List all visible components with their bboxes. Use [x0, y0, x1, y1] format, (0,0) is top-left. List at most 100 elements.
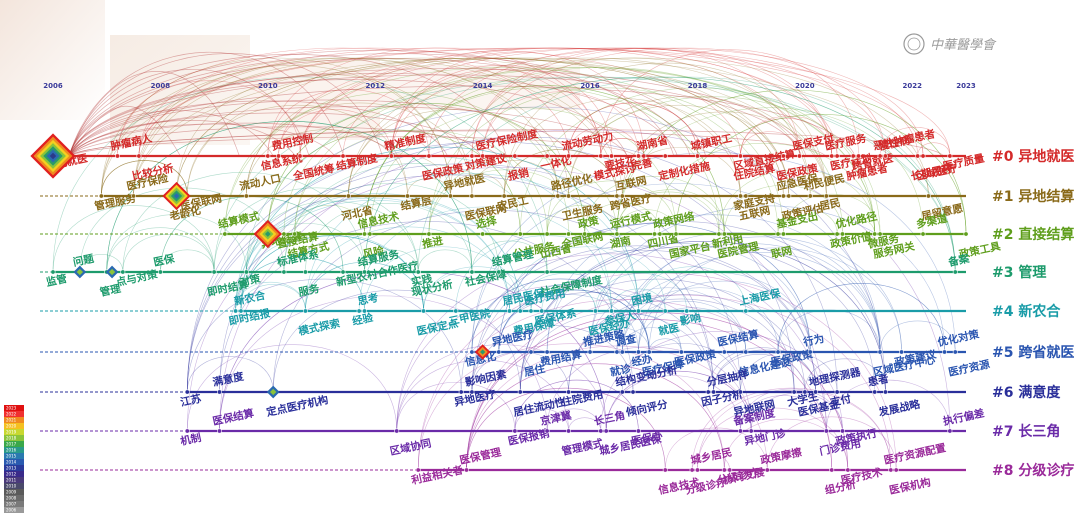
link-arc: [68, 110, 274, 157]
link-arc: [568, 298, 795, 393]
keyword-node: [802, 389, 808, 395]
keyword-node: [635, 428, 641, 434]
keyword-node: [775, 231, 781, 237]
link-arc: [471, 221, 886, 393]
keyword-node: [947, 428, 953, 434]
keyword-node: [469, 349, 475, 355]
link-arc: [186, 106, 886, 393]
link-arc: [546, 214, 881, 353]
keyword-node: [361, 269, 367, 275]
link-arc: [342, 47, 886, 157]
link-arc: [503, 149, 618, 197]
link-arc: [568, 417, 602, 432]
keyword-node: [797, 153, 803, 159]
link-arc: [186, 174, 714, 393]
link-arc: [611, 288, 666, 312]
keyword-node: [233, 308, 239, 314]
keyword-label: 经办: [630, 352, 654, 369]
keyword-node: [404, 193, 410, 199]
burst-node: [49, 152, 57, 160]
keyword-node: [807, 349, 813, 355]
link-arc: [589, 327, 650, 353]
background-panel: [0, 0, 105, 120]
link-arc: [68, 130, 827, 157]
year-tick: 2012: [365, 82, 385, 90]
keyword-node: [619, 193, 625, 199]
keyword-node: [839, 428, 845, 434]
link-arc: [176, 57, 784, 197]
keyword-node: [292, 231, 298, 237]
year-tick: 2016: [580, 82, 600, 90]
link-arc: [519, 245, 875, 393]
keyword-node: [694, 467, 700, 473]
legend-swatch: [4, 507, 24, 513]
legend-year: 2019: [6, 430, 17, 435]
link-arc: [391, 64, 612, 157]
link-arc: [621, 327, 682, 353]
link-arc: [407, 177, 451, 197]
keyword-node: [50, 269, 56, 275]
keyword-label: 选择: [475, 214, 499, 231]
link-arc: [460, 245, 816, 393]
link-arc: [186, 141, 795, 393]
link-arc: [138, 47, 924, 157]
legend-swatch: [4, 423, 24, 429]
keyword-node: [791, 389, 797, 395]
year-tick: 2020: [795, 82, 815, 90]
link-arc: [68, 71, 240, 157]
year-tick: 2010: [258, 82, 278, 90]
legend-swatch: [4, 489, 24, 495]
link-arc: [106, 121, 473, 273]
legend-year: 2021: [6, 418, 17, 423]
keyword-node: [361, 231, 367, 237]
legend-swatch: [4, 429, 24, 435]
keyword-node: [544, 231, 550, 237]
keyword-node: [646, 349, 652, 355]
keyword-node: [780, 231, 786, 237]
cluster-label: #5 跨省就医: [992, 344, 1074, 361]
link-arc: [278, 109, 392, 157]
legend-year: 2020: [6, 424, 17, 429]
keyword-node: [265, 153, 271, 159]
link-arc: [428, 87, 784, 235]
keyword-node: [501, 193, 507, 199]
link-arc: [568, 102, 698, 157]
link-arc: [299, 47, 800, 157]
keyword-node: [361, 308, 367, 314]
legend-swatch: [4, 435, 24, 441]
keyword-node: [813, 389, 819, 395]
link-arc: [133, 64, 451, 197]
keyword-node: [716, 231, 722, 237]
link-arc: [783, 194, 881, 235]
link-arc: [235, 257, 365, 312]
keyword-node: [555, 193, 561, 199]
link-arc: [616, 89, 967, 235]
link-arc: [391, 47, 924, 157]
legend-year: 2016: [6, 448, 17, 453]
keyword-node: [743, 349, 749, 355]
burst-node: [480, 349, 486, 355]
link-arc: [417, 343, 725, 471]
link-arc: [299, 47, 918, 157]
link-arc: [724, 184, 843, 235]
link-arc: [68, 51, 344, 157]
keyword-node: [920, 231, 926, 237]
link-arc: [68, 129, 945, 157]
link-arc: [299, 47, 833, 157]
keyword-node: [598, 153, 604, 159]
burst-node: [173, 193, 180, 199]
link-arc: [514, 408, 569, 432]
legend-swatch: [4, 447, 24, 453]
keyword-node: [302, 308, 308, 314]
keyword-node: [453, 308, 459, 314]
link-arc: [471, 152, 956, 353]
keyword-label: 报销: [507, 166, 531, 183]
link-arc: [138, 47, 741, 157]
cluster-label: #1 异地结算: [992, 188, 1074, 205]
link-arc: [766, 416, 897, 471]
keyword-node: [823, 193, 829, 199]
link-arc: [364, 249, 419, 273]
keyword-node: [872, 389, 878, 395]
link-arc: [267, 102, 585, 235]
link-arc: [391, 140, 430, 157]
